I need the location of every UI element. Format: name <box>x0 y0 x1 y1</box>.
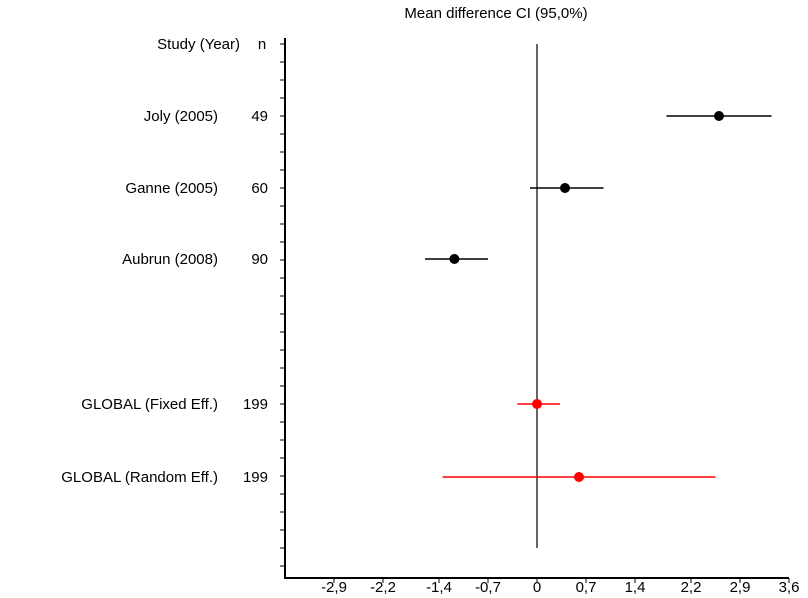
row-n: 60 <box>251 180 268 197</box>
row-n: 49 <box>251 108 268 125</box>
y-axis-ticks <box>280 43 285 567</box>
x-tick-label: 2,2 <box>681 579 702 596</box>
row-label: GLOBAL (Fixed Eff.) <box>81 396 218 413</box>
study-row: Aubrun (2008) 90 <box>122 251 488 268</box>
x-axis-ticks: -2,9 -2,2 -1,4 -0,7 0 0,7 1,4 2,2 2,9 3,6 <box>321 578 799 596</box>
study-row: Ganne (2005) 60 <box>125 180 604 197</box>
x-tick-label: 1,4 <box>625 579 646 596</box>
point-estimate <box>714 111 724 121</box>
pooled-row: GLOBAL (Fixed Eff.) 199 <box>81 396 561 413</box>
point-estimate <box>574 472 584 482</box>
x-tick-label: -1,4 <box>426 579 452 596</box>
row-n: 199 <box>243 469 268 486</box>
point-estimate <box>560 183 570 193</box>
row-label: Aubrun (2008) <box>122 251 218 268</box>
x-tick-label: 3,6 <box>779 579 800 596</box>
x-tick-label: -2,2 <box>370 579 396 596</box>
x-tick-label: -2,9 <box>321 579 347 596</box>
point-estimate <box>449 254 460 264</box>
study-rows: Joly (2005) 49 Ganne (2005) 60 Aubrun (2008)… <box>61 108 772 486</box>
x-tick-label: 0 <box>533 579 541 596</box>
x-tick-label: 0,7 <box>576 579 597 596</box>
row-n: 199 <box>243 396 268 413</box>
n-column-header: n <box>258 36 266 53</box>
chart-title: Mean difference CI (95,0%) <box>404 5 587 22</box>
x-tick-label: -0,7 <box>475 579 501 596</box>
row-n: 90 <box>251 251 268 268</box>
row-label: Ganne (2005) <box>125 180 218 197</box>
study-column-header: Study (Year) <box>157 36 240 53</box>
pooled-row: GLOBAL (Random Eff.) 199 <box>61 469 716 486</box>
row-label: GLOBAL (Random Eff.) <box>61 469 218 486</box>
point-estimate <box>532 399 542 409</box>
row-label: Joly (2005) <box>144 108 218 125</box>
study-row: Joly (2005) 49 <box>144 108 772 125</box>
x-tick-label: 2,9 <box>730 579 751 596</box>
